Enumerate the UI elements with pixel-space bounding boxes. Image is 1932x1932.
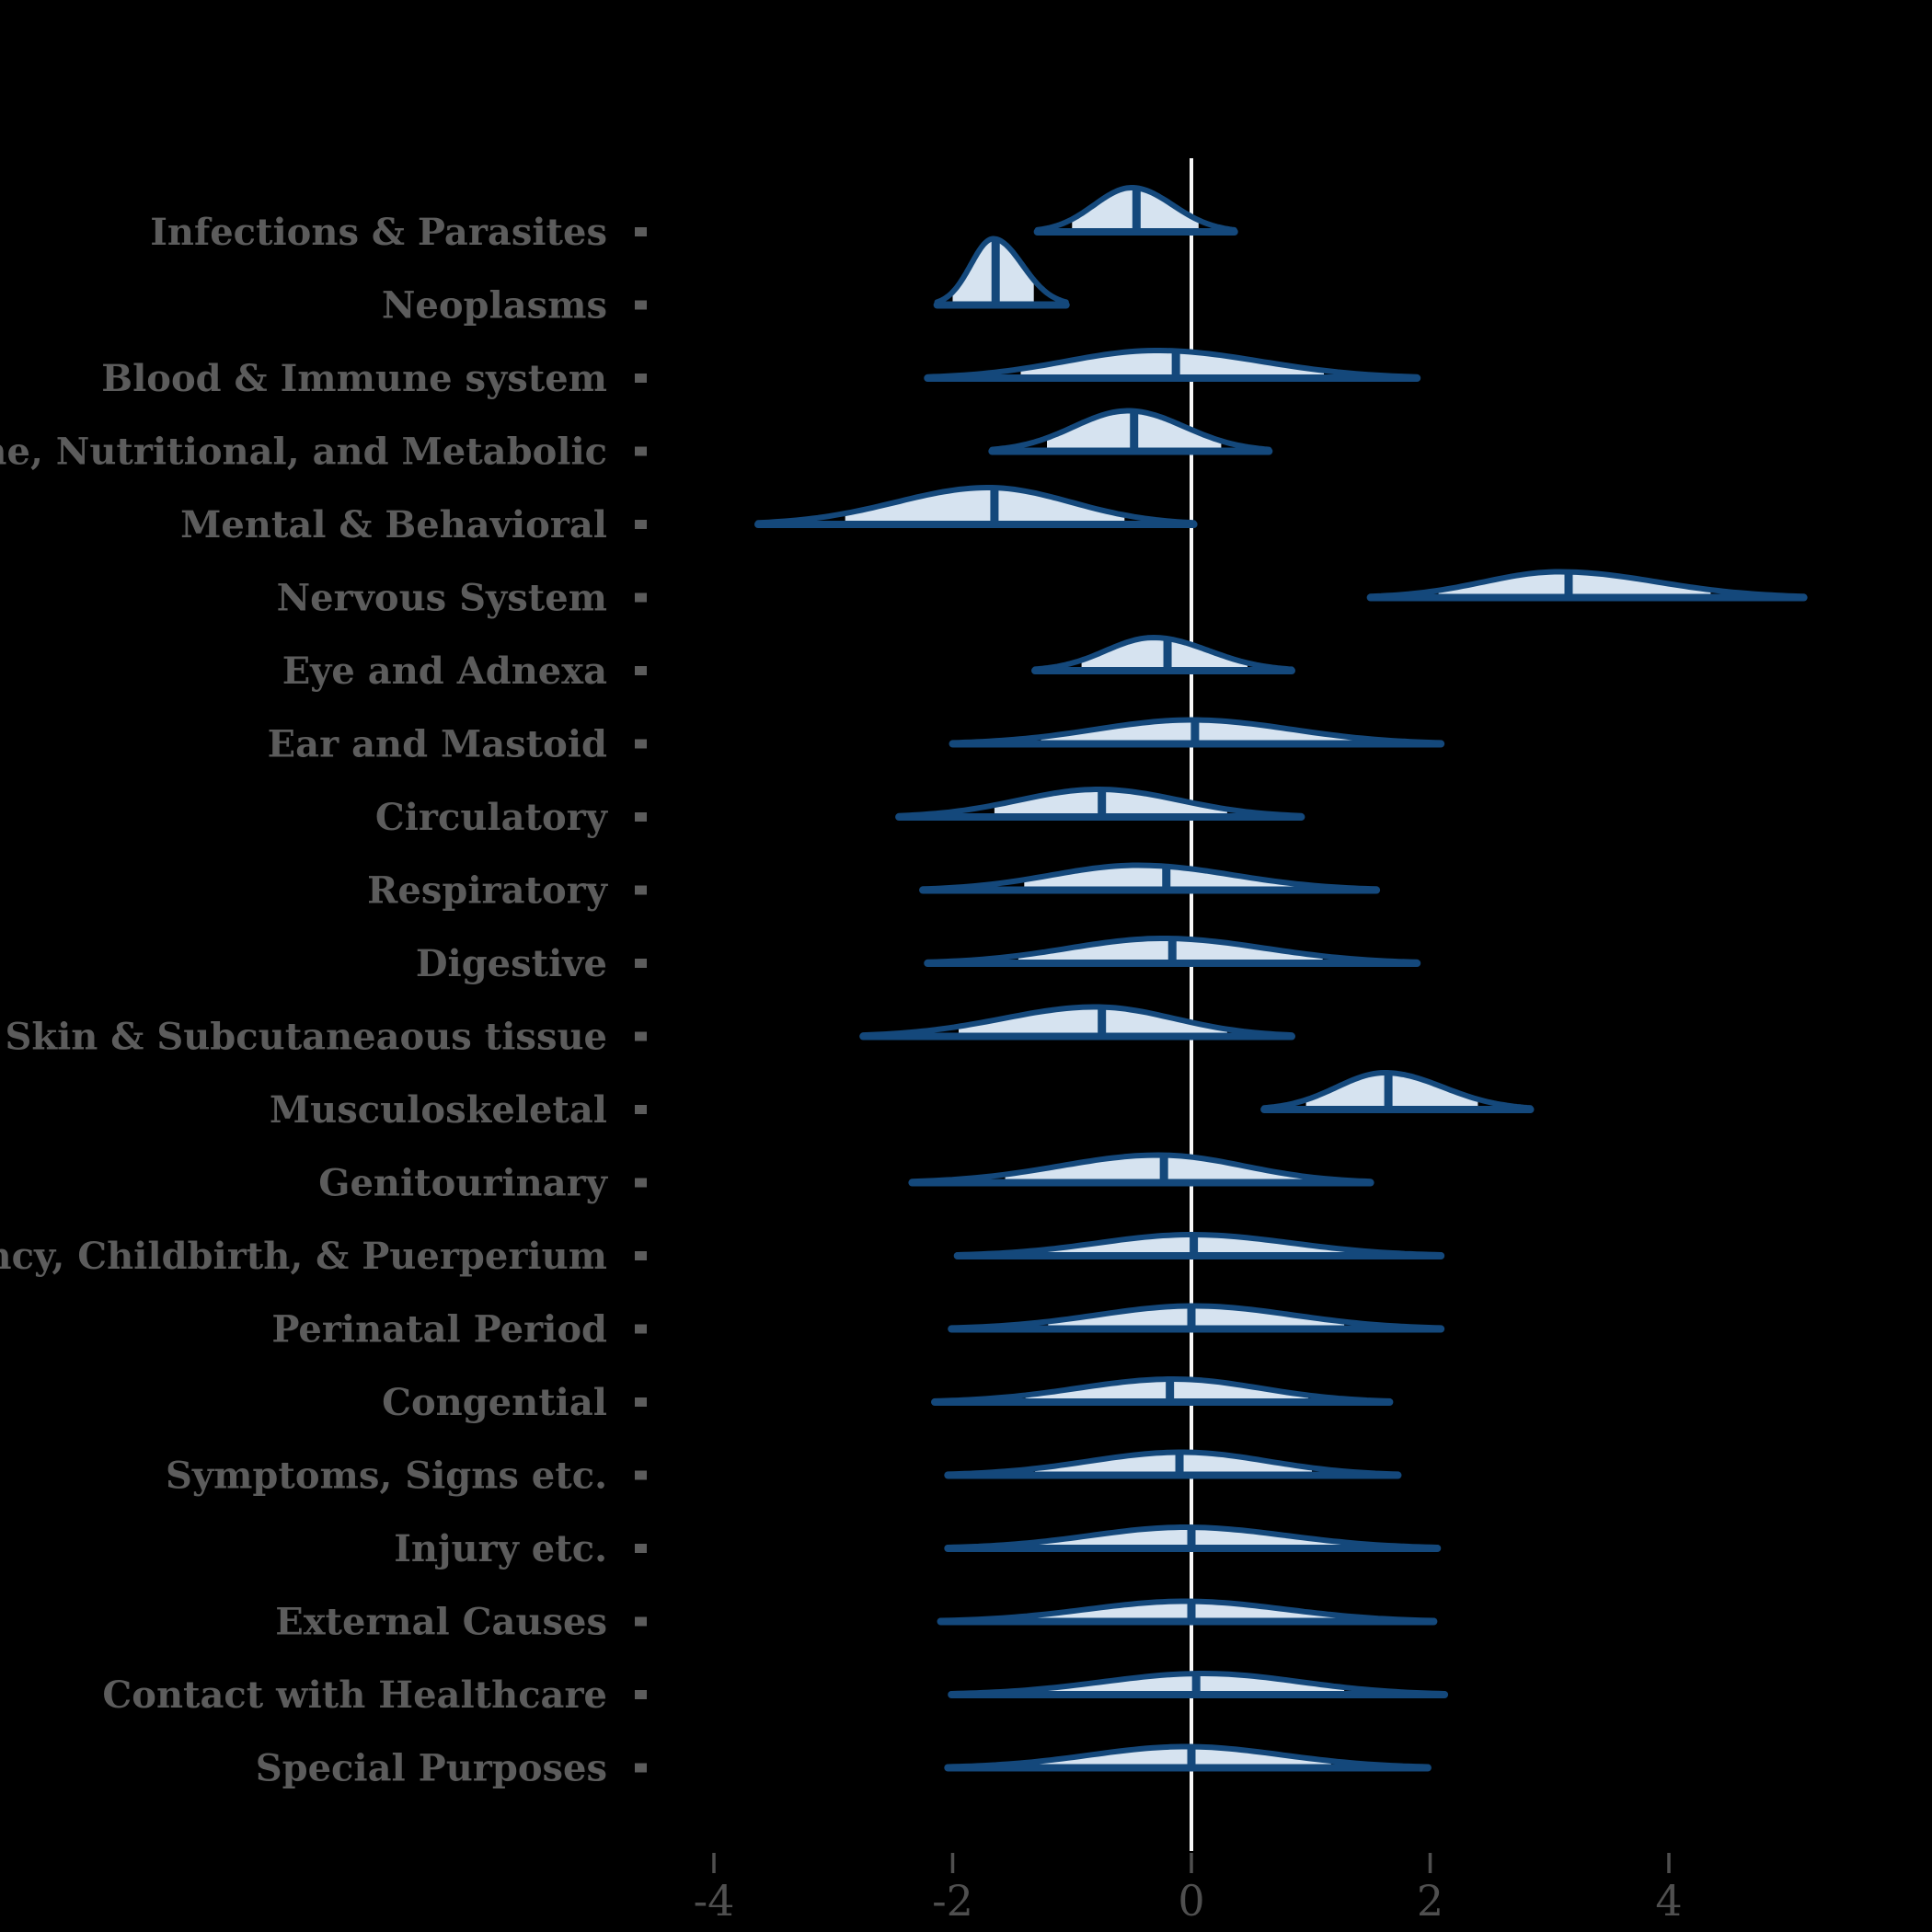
category-tick-square xyxy=(635,666,647,675)
category-label: Special Purposes xyxy=(256,1747,607,1790)
category-label: External Causes xyxy=(275,1601,607,1644)
category-tick-square xyxy=(635,1251,647,1260)
category-label: Ear and Mastoid xyxy=(268,723,607,766)
density-outline xyxy=(945,1524,1441,1550)
violin-row: Circulatory xyxy=(375,787,1305,839)
density-outline xyxy=(945,1449,1401,1478)
category-tick-square xyxy=(635,300,647,310)
density-outline xyxy=(925,348,1420,380)
x-axis-tick-label: 4 xyxy=(1655,1876,1682,1926)
category-label: Perinatal Period xyxy=(271,1308,607,1351)
x-axis-tick-label: 0 xyxy=(1178,1876,1204,1926)
category-label: Infections & Parasites xyxy=(150,211,607,254)
category-tick-square xyxy=(635,1324,647,1334)
category-tick-square xyxy=(635,885,647,895)
violin-row: Special Purposes xyxy=(256,1743,1432,1790)
violin-row: Digestive xyxy=(416,936,1421,985)
violin-row: Endocrine, Nutritional, and Metabolic xyxy=(0,408,1273,474)
density-outline xyxy=(954,1232,1444,1258)
category-label: Genitourinary xyxy=(318,1162,608,1205)
category-label: Pregancy, Childbirth, & Puerperium xyxy=(0,1235,607,1278)
category-tick-square xyxy=(635,959,647,968)
category-label: Eye and Adnexa xyxy=(282,650,607,693)
category-label: Musculoskeletal xyxy=(270,1088,607,1132)
density-outline xyxy=(896,787,1305,819)
category-tick-square xyxy=(635,739,647,749)
category-label: Digestive xyxy=(416,942,607,985)
violin-row: Genitourinary xyxy=(318,1152,1374,1205)
density-outline xyxy=(860,1004,1294,1039)
category-label: Neoplasms xyxy=(382,284,607,328)
category-label: Congential xyxy=(382,1381,607,1424)
category-tick-square xyxy=(635,1763,647,1773)
category-tick-square xyxy=(635,1470,647,1480)
violin-row: Perinatal Period xyxy=(271,1303,1445,1351)
violin-row: Mental & Behavioral xyxy=(180,485,1198,546)
violin-row: Musculoskeletal xyxy=(270,1070,1535,1132)
category-label: Circulatory xyxy=(375,796,609,839)
violin-interval-fill xyxy=(845,488,1125,524)
density-outline xyxy=(909,1152,1374,1185)
density-outline xyxy=(949,1671,1448,1696)
category-label: Contact with Healthcare xyxy=(102,1673,607,1717)
density-outline xyxy=(934,236,1069,305)
violin-row: Ear and Mastoid xyxy=(268,717,1445,766)
violin-row: Respiratory xyxy=(367,862,1381,913)
category-tick-square xyxy=(635,812,647,822)
category-tick-square xyxy=(635,1397,647,1407)
violin-row: Neoplasms xyxy=(382,236,1070,328)
category-tick-square xyxy=(635,592,647,603)
category-tick-square xyxy=(635,520,647,529)
violin-interval-fill xyxy=(1005,1155,1306,1183)
category-label: Blood & Immune system xyxy=(101,357,607,400)
x-axis-tick-label: 2 xyxy=(1417,1876,1443,1926)
violin-row: Skin & Subcutaneaous tissue xyxy=(5,1004,1295,1059)
violin-row: Symptoms, Signs etc. xyxy=(166,1449,1402,1498)
category-label: Symptoms, Signs etc. xyxy=(166,1455,607,1498)
category-tick-square xyxy=(635,374,647,383)
violin-row: Nervous System xyxy=(277,569,1808,620)
density-outline xyxy=(949,1303,1444,1331)
violin-row: Blood & Immune system xyxy=(101,348,1421,400)
density-outline xyxy=(1034,185,1237,233)
category-label: Mental & Behavioral xyxy=(180,503,607,546)
violin-row: External Causes xyxy=(275,1598,1438,1644)
density-outline xyxy=(920,862,1380,892)
x-axis-tick-label: -4 xyxy=(694,1876,735,1926)
category-label: Injury etc. xyxy=(394,1527,607,1570)
density-outline xyxy=(1367,569,1807,600)
category-tick-square xyxy=(635,1690,647,1699)
density-outline xyxy=(755,485,1197,526)
category-tick-square xyxy=(635,1105,647,1114)
density-outline xyxy=(1032,635,1294,673)
density-outline xyxy=(937,1598,1437,1624)
category-label: Nervous System xyxy=(277,577,607,620)
density-outline xyxy=(925,936,1420,965)
violin-row: Eye and Adnexa xyxy=(282,635,1295,693)
density-outline xyxy=(945,1743,1431,1770)
category-label: Respiratory xyxy=(367,869,609,913)
density-outline xyxy=(932,1376,1393,1404)
category-tick-square xyxy=(635,1178,647,1188)
violin-row: Congential xyxy=(382,1376,1394,1424)
violin-row: Pregancy, Childbirth, & Puerperium xyxy=(0,1232,1445,1278)
category-tick-square xyxy=(635,227,647,236)
density-outline xyxy=(989,408,1272,453)
violin-row: Contact with Healthcare xyxy=(102,1671,1449,1717)
category-tick-square xyxy=(635,446,647,456)
category-label: Endocrine, Nutritional, and Metabolic xyxy=(0,431,607,474)
x-axis-tick-label: -2 xyxy=(932,1876,973,1926)
category-tick-square xyxy=(635,1544,647,1553)
violin-row: Injury etc. xyxy=(394,1524,1442,1570)
violin-row: Infections & Parasites xyxy=(150,185,1238,254)
category-label: Skin & Subcutaneaous tissue xyxy=(5,1016,607,1059)
density-outline xyxy=(949,717,1444,746)
category-tick-square xyxy=(635,1616,647,1627)
density-outline xyxy=(1261,1070,1534,1111)
category-tick-square xyxy=(635,1031,647,1041)
